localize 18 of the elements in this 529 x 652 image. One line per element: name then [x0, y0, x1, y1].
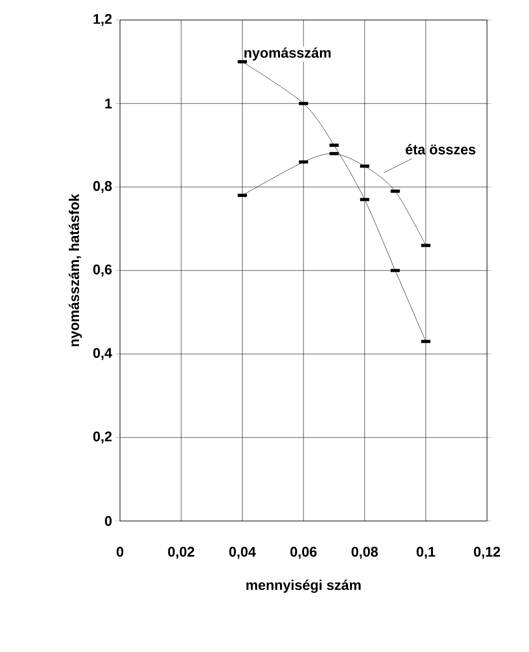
x-tick-label: 0,12	[474, 546, 500, 559]
x-tick-label: 0,06	[290, 546, 317, 559]
y-axis-title: nyomásszám, hatásfok	[68, 194, 82, 346]
y-tick-label: 1	[105, 98, 112, 108]
y-tick-label: 0	[104, 516, 112, 526]
y-tick-label: 0,4	[93, 348, 112, 360]
x-axis-title: mennyiségi szám	[246, 580, 361, 593]
x-tick-label: 0,04	[229, 546, 256, 559]
y-tick-label: 0,2	[93, 432, 112, 444]
x-tick-label: 0,02	[168, 546, 194, 559]
x-tick-label: 0,1	[416, 546, 436, 559]
y-tick-label: 1,2	[94, 14, 112, 26]
x-tick-label: 0	[116, 546, 124, 557]
y-tick-label: 0,6	[93, 264, 112, 276]
text: éta összes	[406, 144, 476, 154]
y-tick-label: 0,8	[93, 181, 112, 193]
series-label: nyomásszám	[244, 47, 331, 61]
x-tick-label: 0,08	[352, 546, 378, 559]
